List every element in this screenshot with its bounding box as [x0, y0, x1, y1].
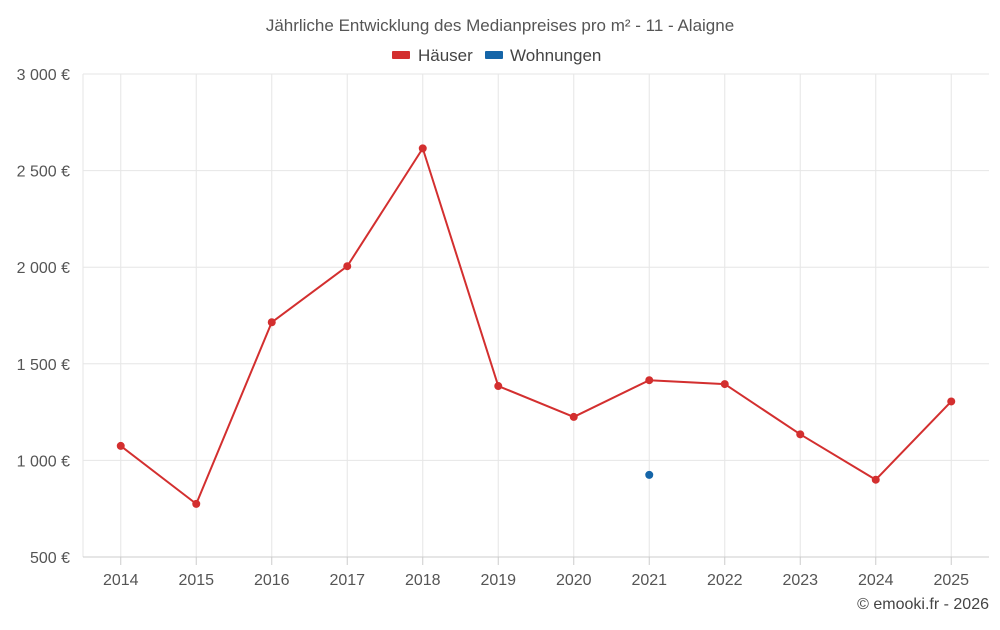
- x-tick-label: 2018: [405, 572, 441, 589]
- legend-item-wohnungen[interactable]: Wohnungen: [485, 46, 601, 65]
- data-point-haeuser-2024[interactable]: [871, 475, 880, 484]
- axes: 500 € 1 000 € 1 500 € 2 000 € 2 500 € 3 000 €…: [17, 67, 989, 589]
- legend-swatch-haeuser: [392, 51, 410, 59]
- data-point-haeuser-2019[interactable]: [494, 382, 503, 391]
- y-tick-label: 3 000 €: [17, 67, 70, 84]
- data-point-haeuser-2021[interactable]: [645, 376, 654, 385]
- series-line-haeuser: [120, 147, 952, 505]
- y-tick-label: 2 000 €: [17, 260, 70, 277]
- y-tick-label: 500 €: [30, 550, 70, 567]
- x-tick-label: 2017: [329, 572, 365, 589]
- x-tick-label: 2015: [178, 572, 214, 589]
- x-tick-label: 2020: [556, 572, 592, 589]
- data-point-haeuser-2020[interactable]: [569, 412, 578, 421]
- x-tick-label: 2022: [707, 572, 743, 589]
- data-point-haeuser-2023[interactable]: [796, 430, 805, 439]
- x-tick-label: 2025: [933, 572, 969, 589]
- grid: [82, 73, 989, 557]
- legend-label-wohnungen: Wohnungen: [510, 46, 601, 65]
- x-tick-label: 2023: [782, 572, 818, 589]
- data-point-haeuser-2015[interactable]: [192, 499, 201, 508]
- x-tick-label: 2021: [631, 572, 667, 589]
- series: [116, 144, 956, 508]
- legend: Häuser Wohnungen: [392, 46, 601, 65]
- x-tick-label: 2016: [254, 572, 290, 589]
- data-point-haeuser-2022[interactable]: [720, 380, 729, 389]
- x-tick-label: 2024: [858, 572, 894, 589]
- legend-item-haeuser[interactable]: Häuser: [392, 46, 473, 65]
- credit-text: © emooki.fr - 2026: [857, 596, 989, 613]
- y-tick-label: 1 500 €: [17, 357, 70, 374]
- data-point-wohnungen-2021[interactable]: [645, 470, 654, 479]
- data-point-haeuser-2018[interactable]: [418, 144, 427, 153]
- data-point-haeuser-2014[interactable]: [116, 441, 125, 450]
- legend-swatch-wohnungen: [485, 51, 503, 59]
- data-point-haeuser-2025[interactable]: [947, 397, 956, 406]
- x-tick-label: 2019: [480, 572, 516, 589]
- y-tick-label: 1 000 €: [17, 453, 70, 470]
- data-point-haeuser-2017[interactable]: [343, 262, 352, 271]
- legend-label-haeuser: Häuser: [418, 46, 473, 65]
- x-tick-label: 2014: [103, 572, 139, 589]
- chart-title: Jährliche Entwicklung des Medianpreises …: [266, 16, 734, 35]
- data-point-haeuser-2016[interactable]: [267, 318, 276, 327]
- y-tick-label: 2 500 €: [17, 164, 70, 181]
